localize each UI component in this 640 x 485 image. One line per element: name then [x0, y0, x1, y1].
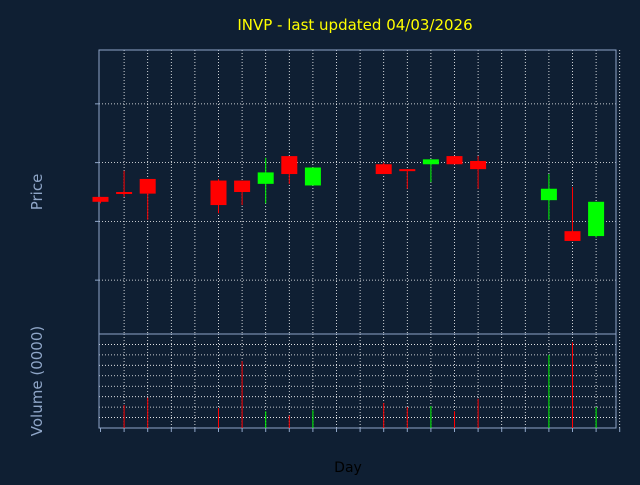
candle-body [304, 167, 321, 186]
candle-body [375, 164, 392, 175]
candle-body [399, 169, 416, 172]
candle-body [281, 156, 298, 175]
candle-body [210, 180, 227, 206]
price-axis-label: Price [28, 174, 46, 211]
candle-body [116, 192, 133, 194]
volume-plot-frame [98, 333, 617, 429]
price-axis-ticks [95, 103, 99, 281]
candle-body [588, 201, 605, 237]
candle-body [139, 178, 156, 194]
candle-body [564, 231, 581, 241]
day-axis-ticks [100, 428, 621, 432]
candle-body [92, 196, 109, 202]
candle-body [540, 188, 557, 201]
volume-bars [123, 342, 597, 428]
candle-body [422, 159, 439, 165]
volume-axis-label: Volume (0000) [28, 326, 46, 436]
candle-body [446, 156, 463, 165]
candle-body [257, 172, 274, 184]
x-axis-label: Day [334, 460, 362, 476]
candle-body [234, 180, 251, 192]
candles [92, 156, 605, 241]
chart-title: INVP - last updated 04/03/2026 [237, 16, 472, 34]
candle-body [470, 160, 487, 170]
